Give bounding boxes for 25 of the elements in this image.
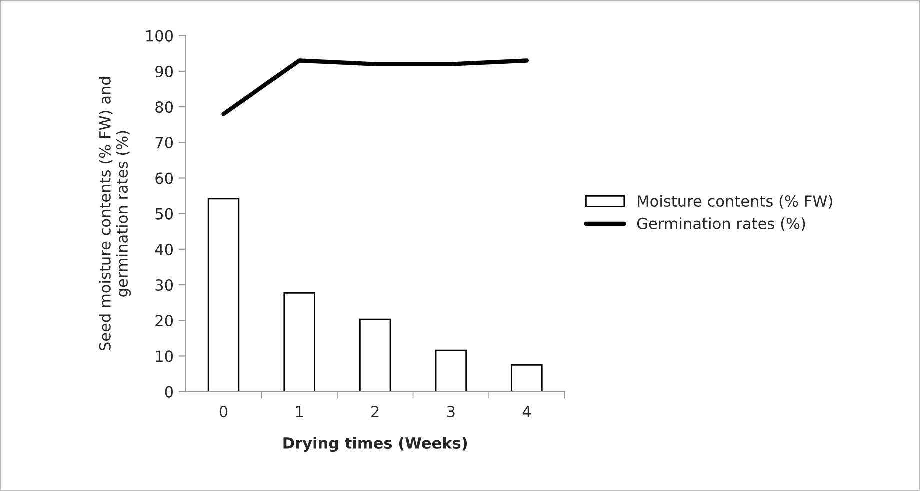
y-tick-label: 0 <box>165 386 174 398</box>
y-tick-label: 90 <box>156 66 174 78</box>
bar <box>435 350 468 392</box>
legend-label: Moisture contents (% FW) <box>638 195 832 209</box>
legend-label: Germination rates (%) <box>637 218 806 232</box>
bar <box>511 364 543 392</box>
x-tick-label: 4 <box>522 406 531 418</box>
bar <box>208 198 240 392</box>
x-tick-label: 3 <box>447 406 455 418</box>
bar <box>360 318 392 392</box>
y-tick-label: 50 <box>156 208 174 220</box>
x-tick-label: 1 <box>296 406 303 418</box>
y-tick-label: 40 <box>155 244 174 256</box>
x-tick-label: 0 <box>220 406 228 418</box>
y-axis-title: Seed moisture contents (% FW) and germination rates (%) <box>99 77 131 351</box>
y-tick-label: 100 <box>146 30 174 42</box>
y-tick-label: 60 <box>156 172 174 184</box>
y-tick-label: 80 <box>156 102 174 114</box>
x-axis-title: Drying times (Weeks) <box>284 437 468 452</box>
y-tick-label: 20 <box>156 315 174 327</box>
bar <box>284 292 316 392</box>
y-tick-label: 70 <box>156 137 174 149</box>
y-tick-label: 10 <box>156 350 174 362</box>
y-tick-label: 30 <box>156 279 174 292</box>
x-tick-label: 2 <box>372 406 379 418</box>
